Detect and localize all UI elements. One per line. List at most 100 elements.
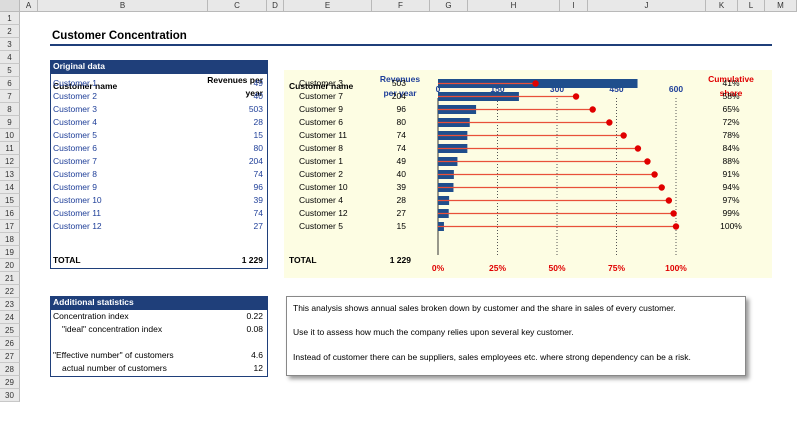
row-header-25[interactable]: 25 — [0, 324, 20, 337]
original-col-name: Customer name — [53, 81, 118, 91]
row-header-10[interactable]: 10 — [0, 129, 20, 142]
row-header-21[interactable]: 21 — [0, 272, 20, 285]
original-customer-revenue: 27 — [253, 221, 263, 231]
column-header-f[interactable]: F — [372, 0, 430, 12]
sorted-customer-name: Customer 3 — [299, 78, 343, 88]
row-header-9[interactable]: 9 — [0, 116, 20, 129]
row-header-17[interactable]: 17 — [0, 220, 20, 233]
row-header-8[interactable]: 8 — [0, 103, 20, 116]
cumulative-share-point — [634, 145, 642, 152]
stat-label: "Effective number" of customers — [53, 350, 174, 360]
sorted-customer-revenue: 27 — [396, 208, 406, 218]
original-customer-revenue: 74 — [253, 169, 263, 179]
row-header-1[interactable]: 1 — [0, 12, 20, 25]
row-header-22[interactable]: 22 — [0, 285, 20, 298]
cumulative-share-point — [606, 119, 613, 126]
sorted-total-label: TOTAL — [289, 255, 317, 265]
top-axis-tick-label: 600 — [669, 84, 683, 94]
row-header-28[interactable]: 28 — [0, 363, 20, 376]
stat-value: 4.6 — [251, 350, 263, 360]
cumulative-share-point — [658, 184, 665, 191]
sorted-cumulative-share: 88% — [722, 156, 740, 166]
original-customer-name: Customer 4 — [53, 117, 97, 127]
original-customer-name: Customer 12 — [53, 221, 102, 231]
row-header-30[interactable]: 30 — [0, 389, 20, 402]
row-header-15[interactable]: 15 — [0, 194, 20, 207]
note-line-2: Use it to assess how much the company re… — [293, 327, 574, 337]
sorted-cumulative-share: 41% — [722, 78, 740, 88]
original-customer-name: Customer 9 — [53, 182, 97, 192]
column-header-b[interactable]: B — [38, 0, 208, 12]
sorted-col-cum-2: share — [719, 88, 743, 98]
column-header-g[interactable]: G — [430, 0, 468, 12]
row-header-14[interactable]: 14 — [0, 181, 20, 194]
column-header-j[interactable]: J — [588, 0, 706, 12]
row-header-3[interactable]: 3 — [0, 38, 20, 51]
row-header-11[interactable]: 11 — [0, 142, 20, 155]
select-all-corner[interactable] — [0, 0, 20, 12]
original-customer-name: Customer 7 — [53, 156, 97, 166]
sorted-cumulative-share: 94% — [722, 182, 740, 192]
column-header-i[interactable]: I — [560, 0, 588, 12]
original-customer-name: Customer 2 — [53, 91, 97, 101]
row-header-16[interactable]: 16 — [0, 207, 20, 220]
row-header-20[interactable]: 20 — [0, 259, 20, 272]
original-total-value: 1 229 — [241, 255, 263, 265]
row-header-7[interactable]: 7 — [0, 90, 20, 103]
cumulative-share-point — [670, 210, 677, 217]
note-line-1: This analysis shows annual sales broken … — [293, 303, 676, 313]
column-header-k[interactable]: K — [706, 0, 738, 12]
column-header-a[interactable]: A — [20, 0, 38, 12]
row-header-29[interactable]: 29 — [0, 376, 20, 389]
original-col-rev-1: Revenues per — [207, 75, 263, 85]
bottom-axis-tick-label: 0% — [432, 263, 445, 273]
sorted-customer-revenue: 39 — [396, 182, 406, 192]
sorted-customer-revenue: 503 — [391, 78, 406, 88]
original-customer-revenue: 28 — [253, 117, 263, 127]
sorted-customer-name: Customer 6 — [299, 117, 343, 127]
row-header-18[interactable]: 18 — [0, 233, 20, 246]
original-customer-revenue: 204 — [248, 156, 263, 166]
column-header-e[interactable]: E — [284, 0, 372, 12]
top-axis-tick-label: 300 — [550, 84, 564, 94]
original-customer-revenue: 80 — [253, 143, 263, 153]
cumulative-share-point — [572, 93, 580, 100]
row-header-27[interactable]: 27 — [0, 350, 20, 363]
row-header-6[interactable]: 6 — [0, 77, 20, 90]
cumulative-share-point — [644, 158, 651, 165]
original-data-panel — [50, 73, 268, 269]
original-data-header: Original data — [50, 60, 268, 73]
cumulative-share-point — [672, 223, 680, 230]
stats-panel — [50, 309, 268, 377]
row-header-13[interactable]: 13 — [0, 168, 20, 181]
cumulative-share-point — [620, 132, 627, 139]
sorted-customer-revenue: 15 — [396, 221, 406, 231]
sorted-col-rev-1: Revenues — [379, 74, 421, 84]
column-header-c[interactable]: C — [208, 0, 267, 12]
sorted-customer-name: Customer 12 — [299, 208, 348, 218]
row-header-19[interactable]: 19 — [0, 246, 20, 259]
sorted-customer-revenue: 74 — [396, 130, 406, 140]
sorted-cumulative-share: 100% — [720, 221, 742, 231]
original-customer-name: Customer 10 — [53, 195, 102, 205]
sorted-customer-name: Customer 4 — [299, 195, 343, 205]
column-header-l[interactable]: L — [738, 0, 765, 12]
cumulative-share-point — [589, 106, 596, 113]
row-header-12[interactable]: 12 — [0, 155, 20, 168]
stat-value: 0.08 — [246, 324, 263, 334]
original-customer-revenue: 96 — [253, 182, 263, 192]
row-header-26[interactable]: 26 — [0, 337, 20, 350]
bottom-axis-tick-label: 100% — [665, 263, 687, 273]
row-header-2[interactable]: 2 — [0, 25, 20, 38]
note-textbox[interactable]: This analysis shows annual sales broken … — [286, 296, 746, 376]
sorted-col-rev-2: per year — [383, 88, 417, 98]
column-header-d[interactable]: D — [267, 0, 284, 12]
sorted-customer-name: Customer 8 — [299, 143, 343, 153]
row-header-5[interactable]: 5 — [0, 64, 20, 77]
original-customer-name: Customer 5 — [53, 130, 97, 140]
row-header-23[interactable]: 23 — [0, 298, 20, 311]
column-header-h[interactable]: H — [468, 0, 560, 12]
row-header-24[interactable]: 24 — [0, 311, 20, 324]
row-header-4[interactable]: 4 — [0, 51, 20, 64]
